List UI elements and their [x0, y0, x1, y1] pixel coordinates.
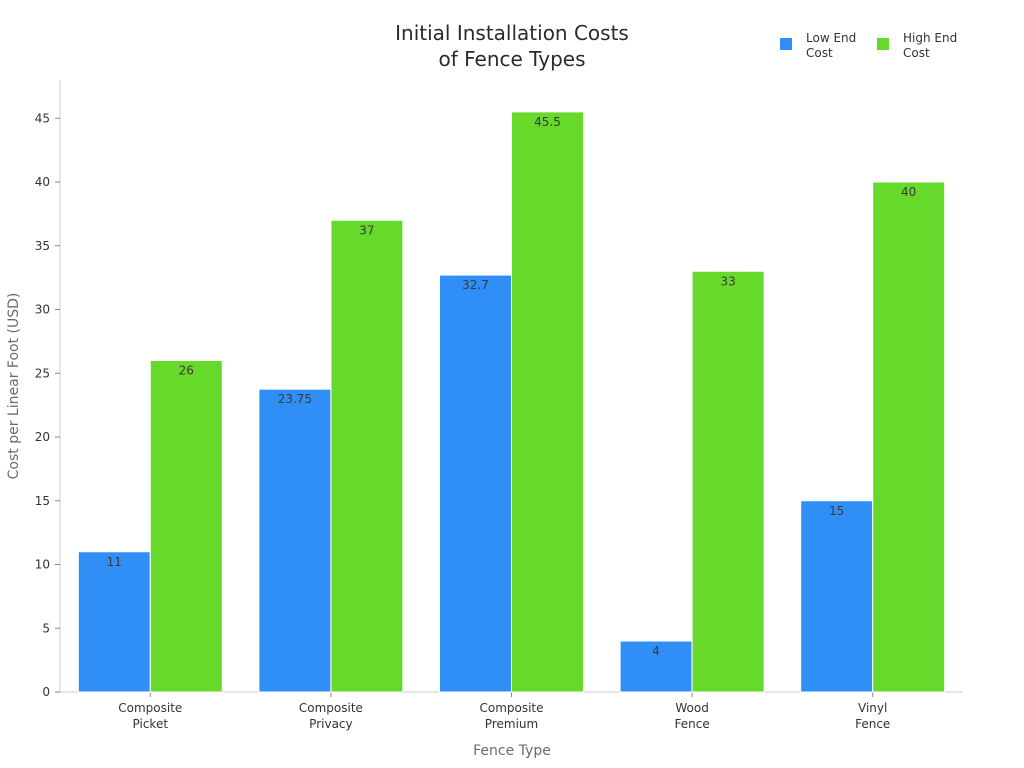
bar	[691, 270, 765, 693]
y-tick-label: 30	[35, 303, 50, 317]
x-tick-label: Vinyl	[858, 701, 887, 715]
bar	[258, 388, 332, 693]
bar	[149, 360, 223, 693]
y-tick-label: 10	[35, 558, 50, 572]
bar-value-label: 32.7	[462, 278, 489, 292]
x-tick-label: Picket	[133, 717, 169, 731]
x-axis-title: Fence Type	[473, 743, 551, 759]
bar	[330, 219, 404, 693]
bar-value-label: 26	[179, 364, 194, 378]
x-tick-label: Privacy	[309, 717, 352, 731]
chart-title-line-1: Initial Installation Costs	[395, 21, 629, 45]
y-tick-label: 40	[35, 175, 50, 189]
y-tick-label: 15	[35, 494, 50, 508]
x-tick-label: Fence	[855, 717, 890, 731]
bar	[439, 274, 512, 693]
data-labels: 11 26 23.75 37 32.7 45.5 4 33 15 40	[107, 115, 917, 658]
bar-value-label: 4	[652, 644, 660, 658]
y-tick-label: 20	[35, 430, 50, 444]
y-tick-label: 25	[35, 366, 50, 380]
x-tick-label: Composite	[118, 701, 182, 715]
bar-value-label: 23.75	[278, 392, 312, 406]
x-tick-label: Composite	[479, 701, 543, 715]
x-tick-label: Premium	[485, 717, 538, 731]
bar-value-label: 37	[359, 223, 374, 237]
bar-value-label: 15	[829, 504, 844, 518]
legend: Low End Cost High End Cost	[780, 31, 957, 60]
bar-value-label: 40	[901, 185, 916, 199]
bars	[77, 111, 946, 693]
x-tick-label: Fence	[674, 717, 709, 731]
bar	[77, 551, 151, 693]
x-tick-label: Composite	[299, 701, 363, 715]
y-tick-label: 5	[42, 621, 50, 635]
y-axis: 0 5 10 15 20 25 30 35 40 45	[35, 80, 61, 699]
x-tick-label: Wood	[675, 701, 708, 715]
bar-value-label: 33	[720, 274, 735, 288]
bar	[800, 500, 874, 693]
legend-label-low-end-line-1: Low End	[806, 31, 856, 45]
legend-label-high-end-line-1: High End	[903, 31, 957, 45]
bar-value-label: 11	[107, 555, 122, 569]
legend-swatch-high-end	[877, 38, 889, 50]
bar	[511, 111, 584, 693]
bar-value-label: 45.5	[534, 115, 561, 129]
chart-title-line-2: of Fence Types	[438, 47, 585, 71]
legend-swatch-low-end	[780, 38, 792, 50]
y-tick-label: 0	[42, 685, 50, 699]
y-tick-label: 35	[35, 239, 50, 253]
y-axis-title: Cost per Linear Foot (USD)	[6, 293, 22, 480]
legend-label-low-end-line-2: Cost	[806, 46, 833, 60]
y-tick-label: 45	[35, 111, 50, 125]
bar	[872, 181, 946, 693]
chart-title: Initial Installation Costs of Fence Type…	[395, 21, 629, 71]
legend-label-high-end-line-2: Cost	[903, 46, 930, 60]
x-axis: Composite Picket Composite Privacy Composite…	[60, 691, 963, 731]
bar	[619, 640, 693, 693]
